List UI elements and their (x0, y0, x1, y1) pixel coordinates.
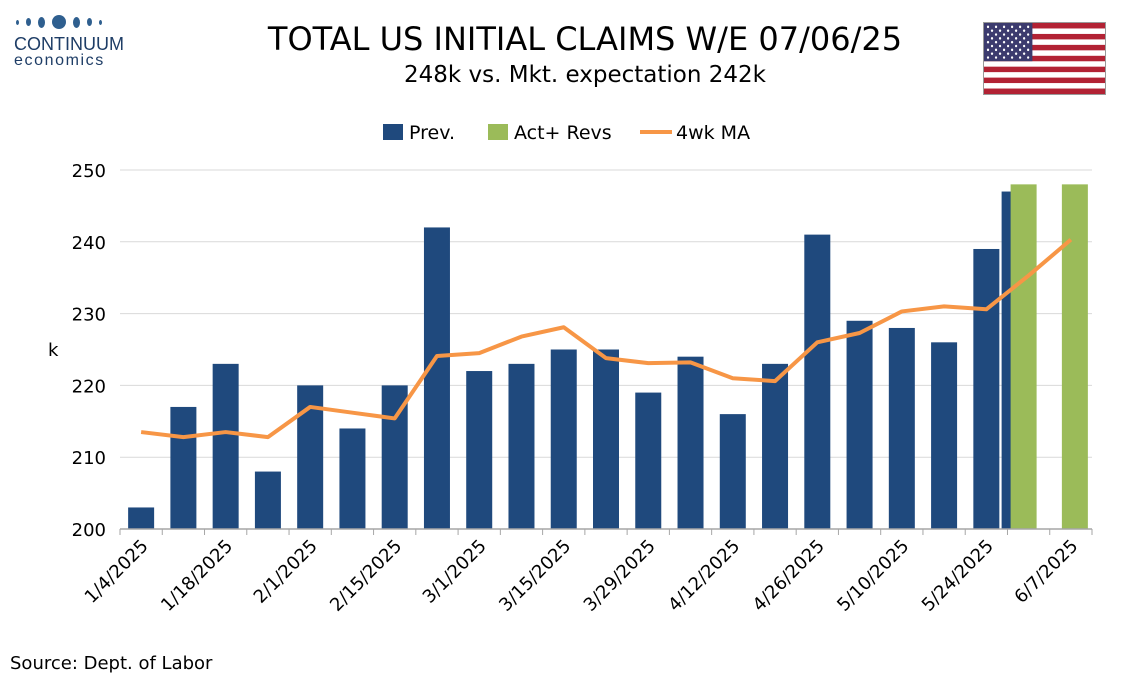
bar-act (1010, 184, 1037, 530)
chart-subtitle: 248k vs. Mkt. expectation 242k (403, 62, 766, 88)
x-tick-label: 4/12/2025 (664, 536, 744, 616)
x-ticks: 1/4/2025 1/18/2025 2/1/2025 2/15/2025 3/1/20… (81, 536, 1083, 616)
bar-prev (846, 320, 873, 529)
x-tick-label: 3/1/2025 (419, 536, 491, 608)
bar-prev (508, 363, 535, 529)
ma-series-line (140, 238, 1073, 440)
x-tick-label: 4/26/2025 (749, 536, 829, 616)
bar-prev (423, 227, 450, 529)
bar-act (1061, 184, 1088, 530)
y-tick-label: 200 (72, 520, 106, 541)
bars (128, 184, 1088, 530)
legend-label-act: Act+ Revs (514, 122, 612, 144)
bar-prev (762, 363, 789, 529)
x-tick-label: 5/24/2025 (918, 536, 998, 616)
bar-prev (128, 507, 155, 529)
bar-prev (635, 392, 662, 529)
us-flag-icon (983, 22, 1106, 95)
bar-prev (593, 349, 619, 529)
y-tick-label: 220 (72, 376, 106, 397)
bar-prev (804, 234, 831, 529)
x-tick-label: 2/1/2025 (250, 536, 322, 608)
y-tick-label: 250 (72, 161, 106, 182)
ma-line (140, 238, 1073, 440)
y-ticks: 200 210 220 230 240 250 (72, 161, 106, 541)
y-tick-label: 210 (72, 448, 106, 469)
logo-name: CONTINUUM (14, 34, 124, 54)
axes (119, 528, 1093, 535)
x-tick-label: 3/29/2025 (580, 536, 660, 616)
source-note: Source: Dept. of Labor (10, 653, 213, 674)
chart-title: TOTAL US INITIAL CLAIMS W/E 07/06/25 (267, 20, 903, 58)
bar-prev (677, 356, 704, 529)
x-tick-label: 6/7/2025 (1010, 536, 1082, 608)
bar-prev (719, 414, 746, 529)
bar-prev (888, 327, 915, 529)
bar-prev (339, 428, 366, 529)
y-axis-label: k (48, 340, 59, 361)
bar-prev (973, 248, 1000, 530)
bar-prev (212, 363, 239, 529)
y-tick-label: 240 (72, 233, 106, 254)
x-tick-label: 1/18/2025 (157, 536, 237, 616)
bar-prev (170, 406, 197, 529)
legend-swatch-act (488, 124, 508, 140)
legend-label-prev: Prev. (409, 122, 455, 144)
legend: Prev. Act+ Revs 4wk MA (383, 122, 750, 144)
x-tick-label: 5/10/2025 (833, 536, 913, 616)
bar-prev (381, 385, 408, 529)
y-tick-label: 230 (72, 305, 106, 326)
x-tick-label: 3/15/2025 (495, 536, 575, 616)
logo-sub: economics (14, 52, 105, 69)
legend-label-ma: 4wk MA (676, 122, 750, 144)
x-tick-label: 1/4/2025 (81, 536, 153, 608)
bar-prev (254, 471, 281, 529)
bar-prev (931, 342, 958, 529)
legend-swatch-prev (383, 124, 403, 140)
bar-prev (466, 371, 493, 529)
bar-prev (550, 349, 577, 529)
logo: CONTINUUM economics (14, 14, 134, 70)
logo-dots (14, 14, 134, 30)
x-tick-label: 2/15/2025 (326, 536, 406, 616)
